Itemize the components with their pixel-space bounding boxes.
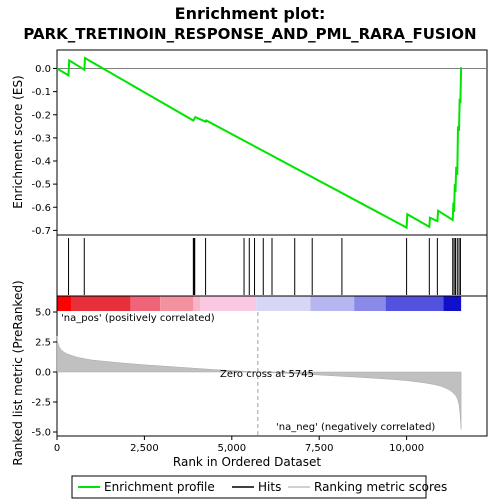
color-bar-segment [354, 296, 386, 311]
es-y-tick-label: -0.3 [31, 133, 51, 144]
x-axis-label: Rank in Ordered Dataset [173, 455, 321, 469]
legend-enrichment-label: Enrichment profile [104, 480, 215, 494]
color-bar-segment [57, 296, 71, 311]
legend-hits-label: Hits [258, 480, 281, 494]
es-y-tick-label: -0.2 [31, 110, 51, 121]
enrichment-profile-line [56, 56, 463, 230]
x-tick-label: 7,500 [305, 443, 334, 454]
es-y-axis: 0.0 -0.1 -0.2 -0.3 -0.4 -0.5 -0.6 -0.7 [31, 64, 57, 237]
color-bar-segment [256, 296, 311, 311]
chart-subtitle: PARK_TRETINOIN_RESPONSE_AND_PML_RARA_FUS… [23, 25, 476, 43]
metric-y-tick-label: -2.5 [31, 398, 51, 409]
metric-y-tick-label: 0.0 [35, 368, 51, 379]
color-bar-segment [443, 296, 462, 311]
es-y-tick-label: -0.6 [31, 203, 51, 214]
negative-correlation-label: 'na_neg' (negatively correlated) [276, 422, 435, 433]
es-y-tick-label: -0.7 [31, 226, 51, 237]
x-tick-label: 10,000 [389, 443, 424, 454]
ranking-metric-area [56, 335, 462, 430]
es-y-tick-label: -0.1 [31, 87, 51, 98]
es-y-tick-label: -0.4 [31, 157, 51, 168]
metric-y-tick-label: 2.5 [35, 338, 51, 349]
metric-y-axis-label: Ranked list metric (PreRanked) [11, 280, 25, 465]
hits-markers [68, 238, 461, 295]
es-y-tick-label: -0.5 [31, 180, 51, 191]
color-bar-segment [200, 296, 257, 311]
legend-metric-label: Ranking metric scores [314, 480, 447, 494]
x-axis: 0 2,500 5,000 7,500 10,000 [54, 436, 424, 454]
es-panel-frame [56, 49, 488, 236]
zero-cross-label: Zero cross at 5745 [220, 369, 314, 380]
x-tick-label: 5,000 [217, 443, 246, 454]
metric-y-axis: 5.0 2.5 0.0 -2.5 -5.0 [31, 308, 57, 439]
es-y-axis-label: Enrichment score (ES) [11, 75, 25, 208]
positive-correlation-label: 'na_pos' (positively correlated) [61, 313, 215, 324]
metric-y-tick-label: -5.0 [31, 428, 51, 439]
x-tick-label: 2,500 [130, 443, 159, 454]
color-bar-segment [70, 296, 131, 311]
x-tick-label: 0 [54, 443, 60, 454]
metric-y-tick-label: 5.0 [35, 308, 51, 319]
ranking-color-bar [57, 296, 462, 311]
color-bar-segment [310, 296, 355, 311]
chart-title: Enrichment plot: [175, 4, 326, 23]
color-bar-segment [193, 296, 201, 311]
es-y-tick-label: 0.0 [35, 64, 51, 75]
color-bar-segment [130, 296, 161, 311]
color-bar-segment [385, 296, 444, 311]
color-bar-segment [160, 296, 194, 311]
ranking-metric-fill [56, 335, 462, 430]
